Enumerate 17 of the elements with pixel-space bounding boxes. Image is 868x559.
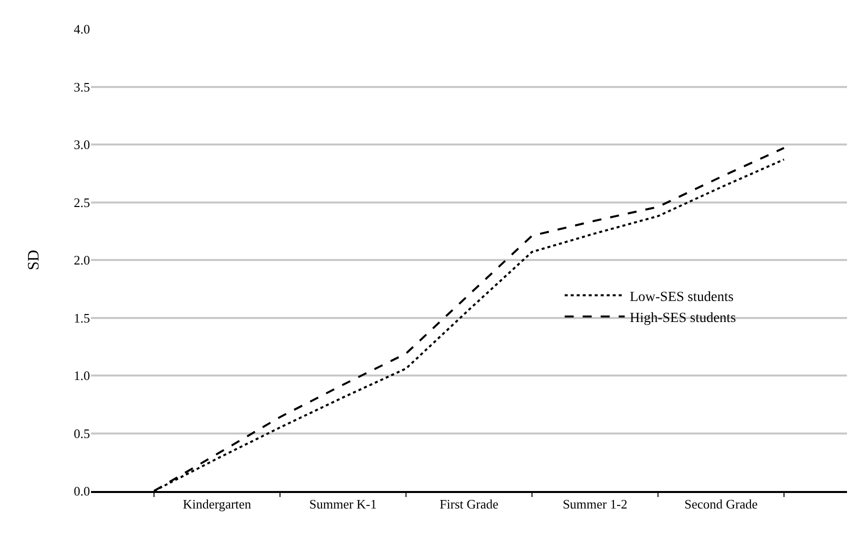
x-tick-label: Second Grade: [684, 496, 758, 512]
y-tick-label: 1.0: [74, 368, 90, 384]
legend-label: High-SES students: [630, 310, 736, 326]
x-tick-label: Summer 1-2: [562, 496, 628, 512]
y-tick-label: 2.5: [74, 194, 90, 210]
legend-label: Low-SES students: [630, 290, 734, 305]
y-tick-label: 1.5: [74, 310, 90, 326]
y-tick-label: 0.5: [74, 426, 90, 441]
x-tick-label: First Grade: [440, 496, 499, 512]
y-tick-label: 3.5: [74, 79, 90, 94]
y-tick-label: 0.0: [74, 484, 90, 499]
y-tick-label: 3.0: [74, 137, 90, 152]
x-tick-label: Kindergarten: [182, 496, 252, 512]
y-axis-title: SD: [26, 250, 43, 270]
y-tick-label: 4.0: [74, 22, 90, 37]
x-tick-label: Summer K-1: [309, 496, 377, 512]
y-tick-label: 2.0: [74, 252, 90, 268]
